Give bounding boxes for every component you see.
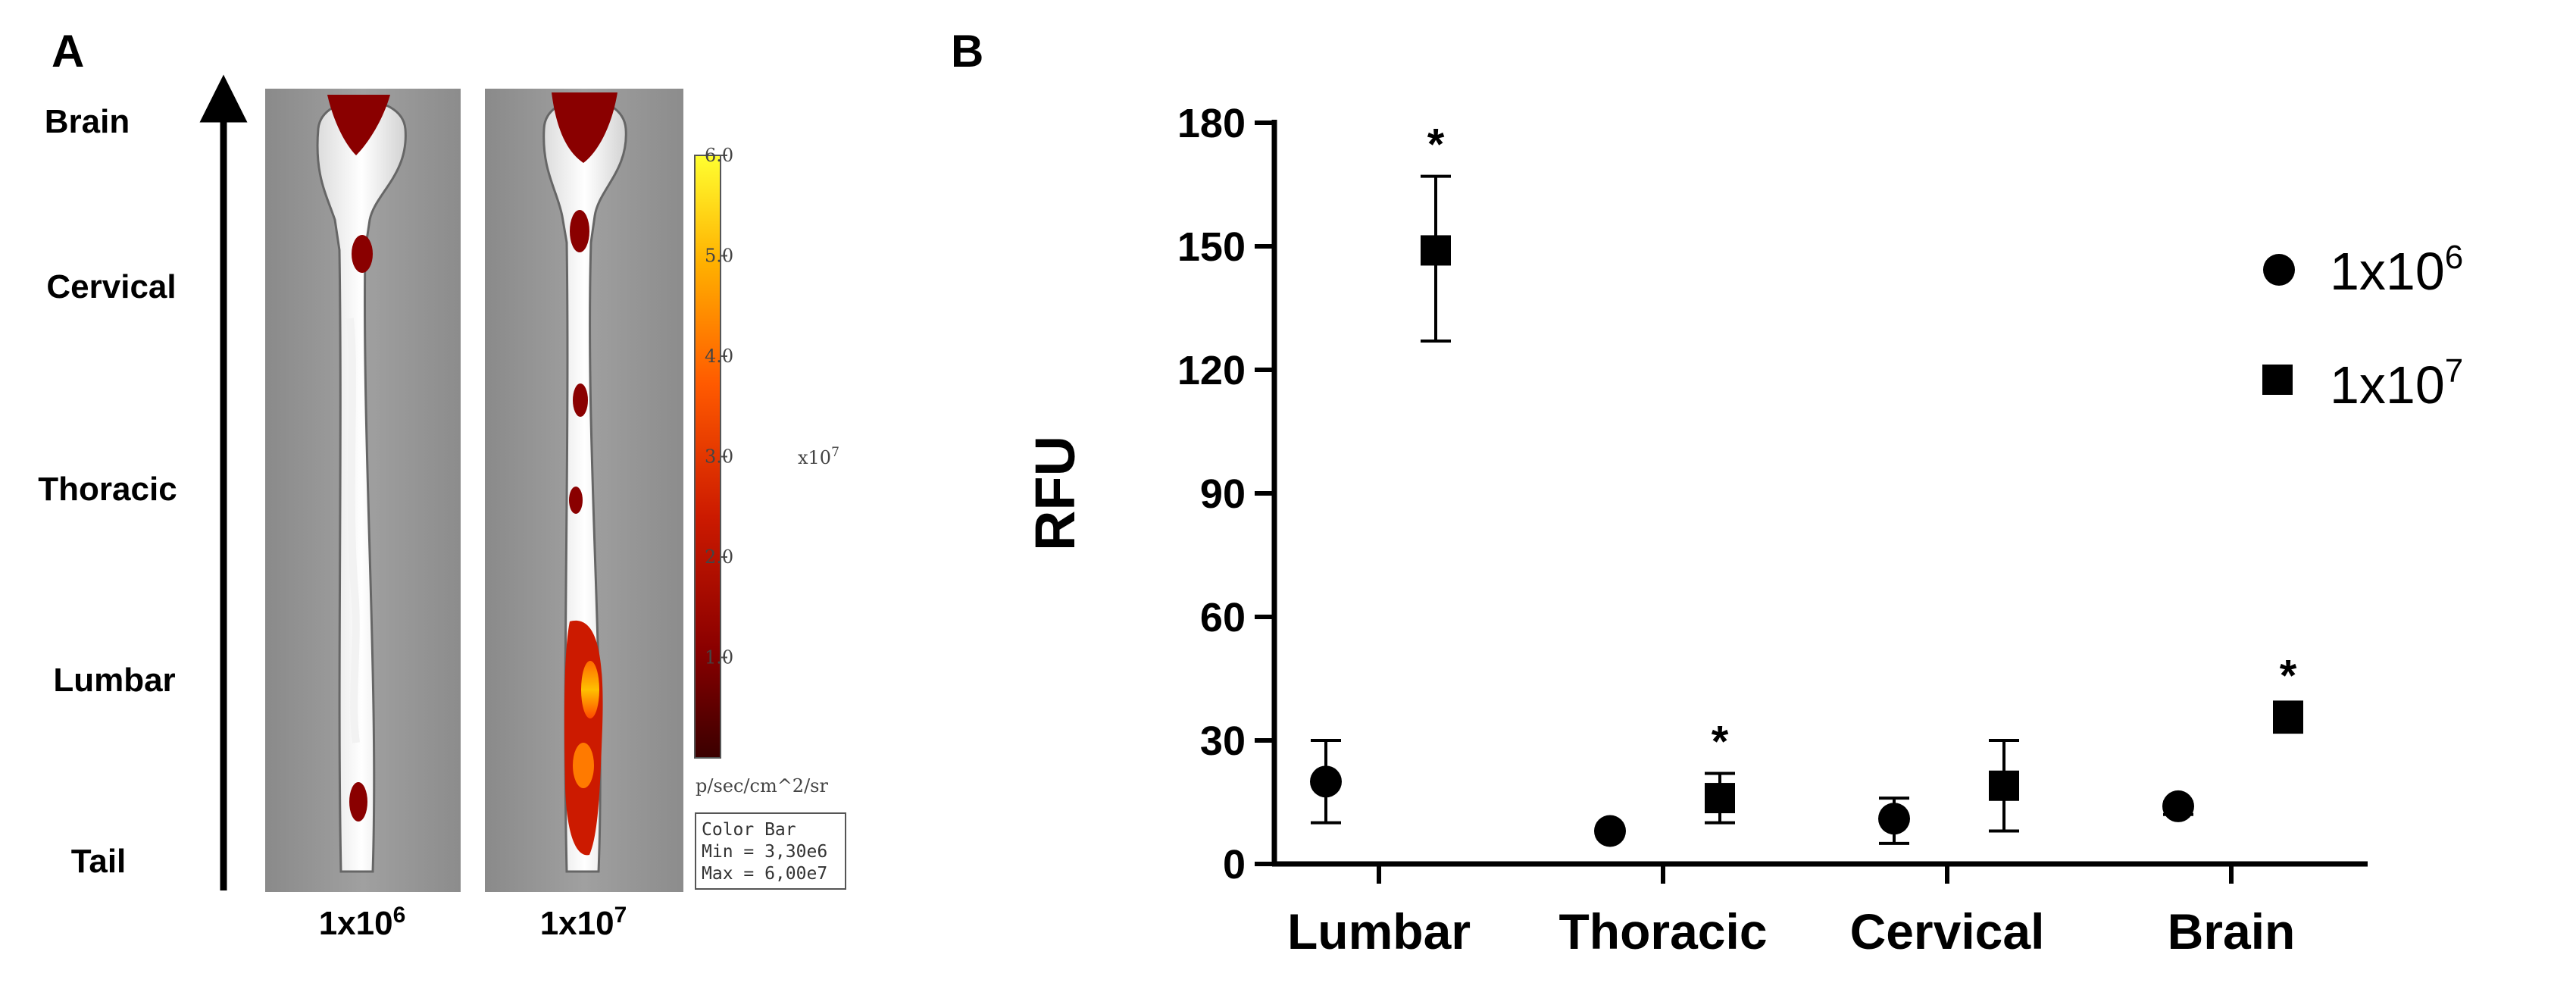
colorbar-scale: x107 <box>798 445 839 468</box>
significance-star-brain: * <box>2280 652 2297 701</box>
colorbar-box-max: Max = 6,00e7 <box>702 864 827 884</box>
region-label-brain: Brain <box>45 103 130 140</box>
signal-tail-1e6 <box>349 782 367 822</box>
image-strip-1e6 <box>265 89 461 892</box>
y-tick-label-0: 0 <box>1223 842 1246 887</box>
panel-a-letter: A <box>52 26 84 77</box>
significance-star-lumbar: * <box>1427 120 1445 170</box>
x-tick-label-lumbar: Lumbar <box>1287 903 1471 959</box>
legend-label-1e7-exp: 7 <box>2445 352 2463 390</box>
legend: 1x106 1x107 <box>2262 239 2463 415</box>
legend-marker-1e6 <box>2263 254 2295 286</box>
panel-b: B 0 30 60 90 120 150 180 Lumbar Thoracic Cervica… <box>951 26 2463 959</box>
colorbar: 6.0 5.0 4.0 3.0 2.0 1.0 x107 p/sec/cm^2/sr Co… <box>694 145 846 890</box>
strip-label-1e7-exp: 7 <box>614 903 627 928</box>
colorbar-unit: p/sec/cm^2/sr <box>696 775 828 797</box>
point-circle-thoracic <box>1594 815 1626 847</box>
colorbar-box-title: Color Bar <box>702 820 796 840</box>
point-circle-cervical <box>1878 803 1910 835</box>
colorbar-tick-label-1: 5.0 <box>705 246 733 267</box>
region-labels: Brain Cervical Thoracic Lumbar Tail <box>38 103 177 880</box>
colorbar-ticks: 6.0 5.0 4.0 3.0 2.0 1.0 <box>705 145 733 668</box>
colorbar-box-min: Min = 3,30e6 <box>702 842 827 862</box>
strip-label-1e7: 1x107 <box>540 903 627 942</box>
point-square-lumbar <box>1421 235 1451 266</box>
signal-lumbar-1e7 <box>564 620 603 856</box>
region-label-tail: Tail <box>71 843 127 880</box>
x-tick-label-thoracic: Thoracic <box>1558 903 1767 959</box>
colorbar-tick-label-0: 6.0 <box>705 145 733 166</box>
y-tick-label-120: 120 <box>1177 348 1246 393</box>
colorbar-scale-exp: 7 <box>831 445 839 460</box>
data-points <box>1310 235 2303 847</box>
colorbar-info-box <box>695 812 846 890</box>
point-circle-lumbar <box>1310 765 1342 798</box>
x-tick-label-brain: Brain <box>2168 903 2296 959</box>
colorbar-tick-label-5: 1.0 <box>705 647 733 668</box>
strip-label-1e6-exp: 6 <box>393 903 406 928</box>
region-label-cervical: Cervical <box>46 268 176 305</box>
point-square-cervical <box>1989 770 2019 801</box>
rfu-chart: 0 30 60 90 120 150 180 Lumbar Thoracic Cervical B… <box>1024 101 2368 959</box>
legend-label-1e6: 1x106 <box>2330 239 2463 301</box>
legend-label-1e7-base: 1x10 <box>2330 355 2445 415</box>
signal-brain-1e7 <box>552 92 617 163</box>
colorbar-tick-label-2: 4.0 <box>705 346 733 367</box>
image-strip-1e7 <box>485 89 683 892</box>
region-label-lumbar: Lumbar <box>53 662 175 699</box>
legend-label-1e6-base: 1x10 <box>2330 242 2445 301</box>
y-tick-label-60: 60 <box>1200 595 1246 640</box>
colorbar-scale-base: x10 <box>798 447 831 468</box>
colorbar-tick-label-4: 2.0 <box>705 546 733 568</box>
y-ticks: 0 30 60 90 120 150 180 <box>1177 101 1274 887</box>
point-square-brain <box>2273 700 2303 731</box>
strip-label-1e7-base: 1x10 <box>540 905 614 942</box>
significance-marks: * * * <box>1427 120 2297 767</box>
y-axis-label: RFU <box>1024 436 1086 551</box>
y-tick-label-180: 180 <box>1177 101 1246 146</box>
point-square-thoracic <box>1705 783 1735 814</box>
panel-a: A Brain Cervical Thoracic Lumbar Tail <box>38 26 846 942</box>
colorbar-tick-label-3: 3.0 <box>705 446 733 468</box>
legend-marker-1e7 <box>2262 365 2293 395</box>
x-ticks: Lumbar Thoracic Cervical Brain <box>1287 864 2295 959</box>
strip-label-1e6: 1x106 <box>319 903 406 942</box>
panel-b-letter: B <box>951 26 983 77</box>
region-label-thoracic: Thoracic <box>38 471 177 508</box>
legend-label-1e7: 1x107 <box>2330 352 2463 415</box>
error-bars <box>1311 174 2303 845</box>
point-circle-brain <box>2162 790 2194 822</box>
y-tick-label-150: 150 <box>1177 224 1246 270</box>
y-tick-label-30: 30 <box>1200 718 1246 764</box>
y-tick-label-90: 90 <box>1200 471 1246 517</box>
legend-label-1e6-exp: 6 <box>2445 239 2463 276</box>
strip-label-1e6-base: 1x10 <box>319 905 393 942</box>
x-tick-label-cervical: Cervical <box>1850 903 2045 959</box>
signal-brain-1e6 <box>327 95 390 155</box>
significance-star-thoracic: * <box>1712 717 1729 766</box>
signal-cervical-1e6 <box>352 235 373 273</box>
